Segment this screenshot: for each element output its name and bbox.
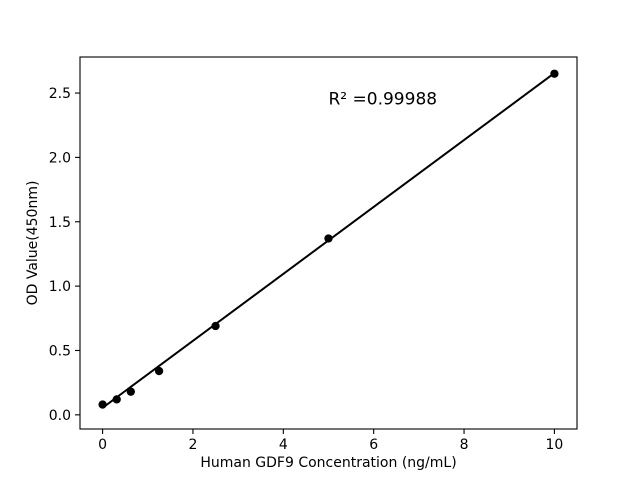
- y-tick-label: 1.0: [49, 279, 71, 295]
- x-tick-label: 0: [98, 437, 107, 453]
- data-point: [550, 69, 559, 78]
- y-tick-label: 2.0: [49, 150, 71, 166]
- data-point: [112, 395, 121, 404]
- x-tick-label: 2: [188, 437, 197, 453]
- x-tick-label: 8: [460, 437, 469, 453]
- plot-frame: [79, 56, 578, 430]
- y-axis-label: OD Value(450nm): [25, 181, 41, 306]
- y-tick-label: 0.0: [49, 408, 71, 424]
- r-squared-annotation: R² =0.99988: [329, 90, 438, 110]
- data-point: [211, 321, 220, 331]
- data-point: [98, 400, 107, 409]
- x-axis-label: Human GDF9 Concentration (ng/mL): [200, 455, 456, 471]
- y-tick-label: 2.5: [49, 86, 71, 102]
- data-point: [154, 366, 164, 376]
- x-tick-label: 6: [369, 437, 378, 453]
- x-tick-label: 10: [545, 437, 563, 453]
- y-tick-label: 0.5: [49, 343, 71, 359]
- data-point: [324, 234, 333, 243]
- data-point: [126, 387, 135, 396]
- y-tick-label: 1.5: [49, 215, 71, 231]
- x-tick-label: 4: [279, 437, 288, 453]
